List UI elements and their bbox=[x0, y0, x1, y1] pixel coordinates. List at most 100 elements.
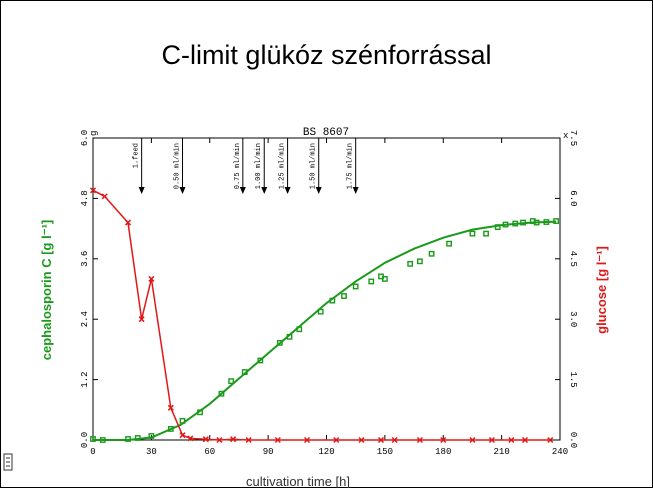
data-point bbox=[553, 218, 560, 224]
x-tick-label: 30 bbox=[146, 447, 157, 457]
chart-title: BS 8607 bbox=[303, 127, 349, 139]
series-fit-line bbox=[93, 220, 557, 441]
data-point bbox=[148, 275, 155, 282]
data-point bbox=[533, 219, 540, 226]
data-point bbox=[99, 437, 106, 443]
x-tick-label: 60 bbox=[204, 447, 215, 457]
data-point bbox=[241, 369, 248, 375]
data-point bbox=[381, 276, 388, 282]
data-point bbox=[276, 339, 283, 346]
y-right-tick-label: 1.5 bbox=[568, 371, 578, 387]
x-ticks: 0 30 60 90 120 150 180 210 240 bbox=[90, 138, 568, 457]
data-point bbox=[228, 378, 235, 385]
data-point bbox=[488, 436, 495, 444]
data-point bbox=[512, 220, 519, 227]
data-point bbox=[179, 417, 186, 424]
y-left-tick-label: 3.6 bbox=[80, 251, 90, 267]
data-point bbox=[494, 224, 501, 230]
data-point bbox=[148, 433, 155, 439]
y-right-tick-label: 3.0 bbox=[568, 311, 578, 327]
data-point bbox=[90, 436, 96, 442]
x-tick-label: 150 bbox=[377, 447, 393, 457]
y-left-tick-label: 6.0 bbox=[80, 130, 90, 146]
slide-title: C-limit glükóz szénforrással bbox=[161, 40, 492, 70]
data-point bbox=[257, 357, 264, 364]
data-point bbox=[216, 436, 223, 444]
series-2 bbox=[89, 187, 554, 444]
feed-event-arrow bbox=[179, 187, 186, 194]
data-point bbox=[329, 297, 336, 304]
series-1 bbox=[90, 218, 560, 443]
data-point bbox=[125, 436, 131, 442]
feed-event-arrow bbox=[315, 187, 322, 194]
x-tick-label: 240 bbox=[552, 447, 568, 457]
data-point bbox=[134, 435, 141, 441]
x-tick-label: 210 bbox=[494, 447, 510, 457]
data-point bbox=[138, 316, 145, 323]
data-point bbox=[167, 426, 174, 432]
y-right-tick-label: 7.5 bbox=[568, 130, 578, 146]
data-point bbox=[440, 436, 447, 444]
y-right-tick-label: 0.0 bbox=[568, 432, 578, 448]
data-point bbox=[547, 436, 554, 444]
feed-event-label: 1.25 ml/min bbox=[279, 143, 287, 189]
feed-event-label: 1.75 ml/min bbox=[347, 143, 355, 189]
data-point bbox=[407, 260, 414, 267]
data-point bbox=[469, 436, 476, 444]
data-point bbox=[187, 435, 194, 442]
feed-event-label: 1.50 ml/min bbox=[310, 143, 318, 189]
data-point bbox=[358, 436, 365, 444]
data-point bbox=[483, 230, 489, 237]
stamp-icon bbox=[3, 453, 13, 471]
feed-event-arrow bbox=[352, 187, 359, 194]
data-point bbox=[89, 187, 97, 194]
data-point bbox=[317, 308, 324, 315]
data-point bbox=[428, 250, 435, 257]
data-point bbox=[245, 436, 252, 444]
y-right-tick-label: 4.5 bbox=[568, 251, 578, 267]
x-tick-label: 180 bbox=[435, 447, 451, 457]
data-point bbox=[341, 293, 347, 299]
y-left-tick-label: 1.2 bbox=[80, 371, 90, 387]
data-point bbox=[274, 436, 281, 444]
data-point bbox=[179, 432, 186, 439]
x-axis-label: cultivation time [h] bbox=[246, 474, 350, 488]
feed-event-arrow bbox=[284, 187, 291, 194]
data-point bbox=[543, 219, 550, 225]
x-tick-label: 90 bbox=[263, 447, 274, 457]
y-left-ticks: 0.0 1.2 2.4 3.6 4.8 6.0 bbox=[80, 130, 98, 448]
data-point bbox=[230, 436, 237, 443]
feed-event-arrow bbox=[261, 187, 268, 194]
y-left-tick-label: 0.0 bbox=[80, 432, 90, 448]
plot-frame bbox=[92, 137, 561, 441]
data-point bbox=[508, 436, 515, 444]
feed-event-label: 0.50 ml/min bbox=[174, 143, 182, 189]
data-point bbox=[296, 326, 303, 333]
data-point bbox=[502, 221, 509, 228]
data-point bbox=[368, 278, 375, 285]
data-point bbox=[124, 219, 132, 226]
data-point bbox=[416, 436, 423, 444]
data-point bbox=[377, 436, 385, 444]
data-point bbox=[333, 436, 340, 444]
y-left-tick-label: 2.4 bbox=[80, 311, 90, 327]
data-point bbox=[167, 404, 174, 411]
data-point bbox=[197, 409, 203, 416]
data-point bbox=[352, 283, 359, 290]
feed-event-label: 1.feed bbox=[133, 143, 141, 168]
series-layer bbox=[89, 187, 560, 444]
feed-event-label: 1.00 ml/min bbox=[255, 143, 263, 189]
data-point bbox=[218, 390, 225, 397]
feed-events: 1.feed 0.50 ml/min 0.75 ml/min 1.00 ml/min 1… bbox=[133, 138, 359, 194]
data-point bbox=[417, 258, 423, 265]
feed-event-arrow bbox=[138, 187, 145, 194]
data-point bbox=[520, 219, 526, 226]
y-left-axis-label: cephalosporin C [g l⁻¹] bbox=[39, 220, 54, 360]
y-left-tick-label: 4.8 bbox=[80, 190, 90, 206]
y-right-tick-label: 6.0 bbox=[568, 190, 578, 206]
y-right-axis-label: glucose [g l⁻¹] bbox=[594, 246, 609, 334]
data-point bbox=[521, 436, 529, 444]
data-point bbox=[469, 230, 476, 237]
data-point bbox=[446, 240, 452, 247]
